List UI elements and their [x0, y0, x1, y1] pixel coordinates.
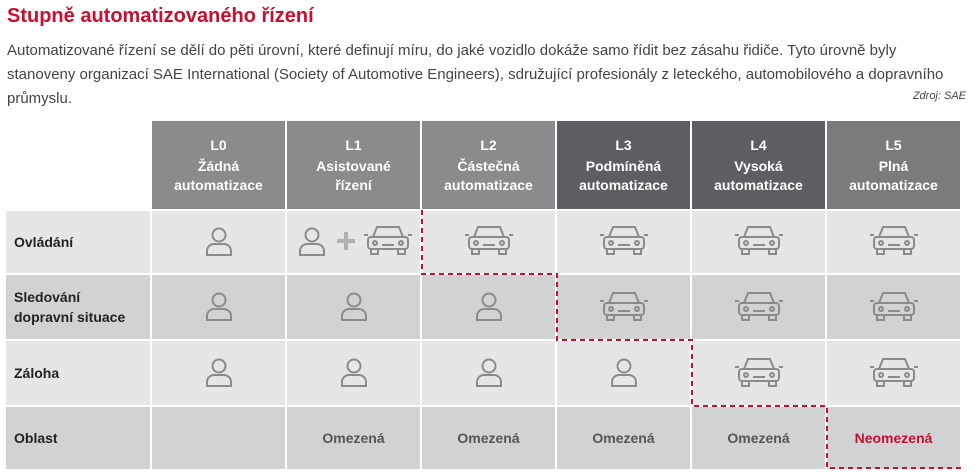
cell — [827, 211, 960, 273]
column-header: L4 Vysoká automatizace — [692, 121, 825, 209]
row-label: Záloha — [6, 341, 150, 405]
cell — [692, 341, 825, 405]
cell — [152, 407, 285, 469]
cell — [422, 341, 555, 405]
cell — [557, 275, 690, 339]
cell-text: Omezená — [322, 430, 385, 446]
cell: Omezená — [422, 407, 555, 469]
row-label-text: Záloha — [14, 365, 60, 381]
level: L0 — [210, 136, 227, 153]
cell-text: Omezená — [457, 430, 520, 446]
cell — [422, 275, 555, 339]
cell-text: Omezená — [727, 430, 790, 446]
cell — [287, 341, 420, 405]
cell — [557, 341, 690, 405]
description: Automatizované řízení se dělí do pěti úr… — [7, 42, 944, 107]
cell — [692, 211, 825, 273]
row-label-text: Sledování dopravní situace — [14, 289, 126, 325]
cell — [557, 211, 690, 273]
cell-text: Omezená — [592, 430, 655, 446]
level-name: Podmíněná automatizace — [579, 157, 668, 193]
level-name: Asistované řízení — [316, 157, 391, 193]
column-header: L1 Asistované řízení — [287, 121, 420, 209]
cell — [692, 275, 825, 339]
column-header: L0 Žádná automatizace — [152, 121, 285, 209]
row-label: Oblast — [6, 407, 150, 469]
row-label: Ovládání — [6, 211, 150, 273]
cell: Omezená — [557, 407, 690, 469]
level: L5 — [885, 136, 902, 153]
level: L2 — [480, 136, 497, 153]
level-name: Žádná automatizace — [174, 157, 263, 193]
cell — [152, 275, 285, 339]
cell — [422, 211, 555, 273]
cell: Omezená — [287, 407, 420, 469]
cell — [287, 275, 420, 339]
cell — [152, 341, 285, 405]
source: Zdroj: SAE — [912, 90, 966, 102]
level-name: Vysoká automatizace — [714, 157, 803, 193]
title: Stupně automatizovaného řízení — [7, 5, 314, 27]
row-label-text: Oblast — [14, 430, 58, 446]
column-header: L2 Částečná automatizace — [422, 121, 555, 209]
cell — [152, 211, 285, 273]
level: L4 — [750, 136, 767, 153]
row-label: Sledování dopravní situace — [6, 275, 150, 339]
level: L1 — [345, 136, 362, 153]
cell — [287, 211, 420, 273]
cell — [827, 275, 960, 339]
cell-text: Neomezená — [854, 430, 933, 446]
level-name: Částečná automatizace — [444, 157, 533, 193]
cell: Omezená — [692, 407, 825, 469]
row-label-text: Ovládání — [14, 234, 74, 250]
cell: Neomezená — [827, 407, 960, 469]
column-header: L5 Plná automatizace — [827, 121, 960, 209]
column-header: L3 Podmíněná automatizace — [557, 121, 690, 209]
cell — [827, 341, 960, 405]
level: L3 — [615, 136, 632, 153]
level-name: Plná automatizace — [849, 157, 938, 193]
